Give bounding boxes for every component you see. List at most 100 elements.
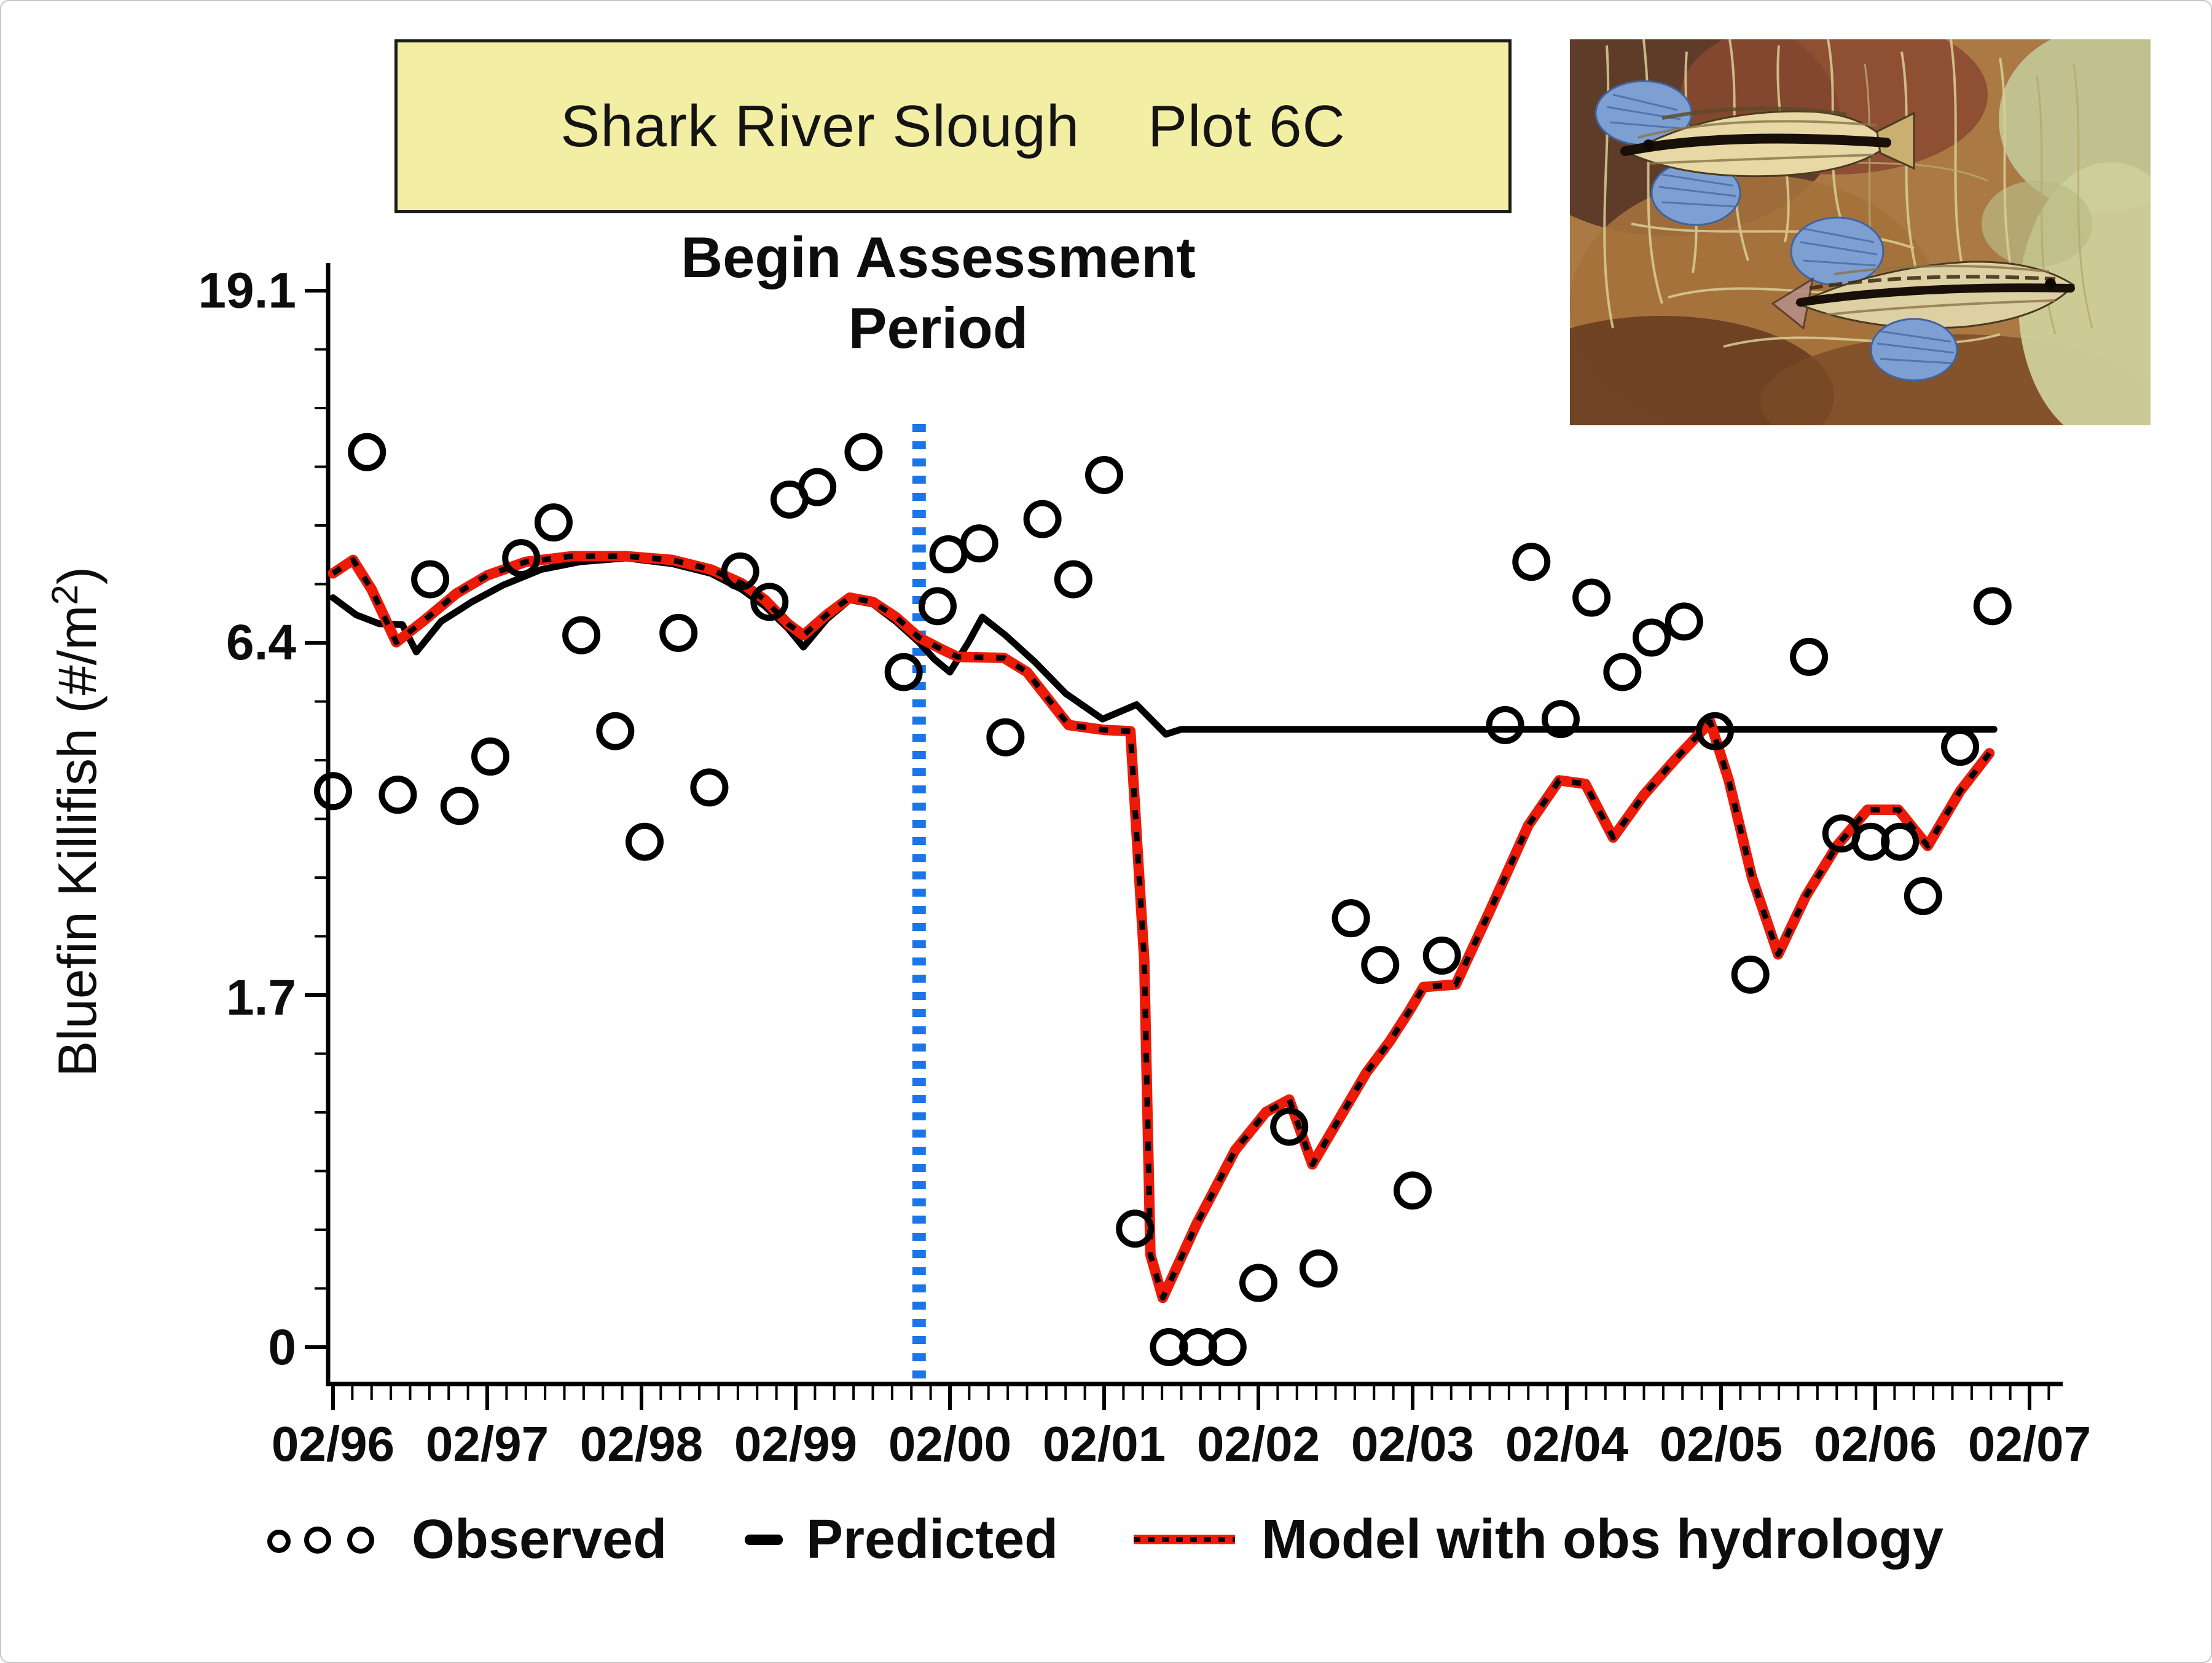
observed-point — [929, 535, 968, 574]
observed-point — [348, 433, 386, 471]
x-tick-label: 02/98 — [580, 1417, 703, 1471]
observed-point — [411, 560, 450, 599]
observed-point — [1941, 728, 1980, 766]
observed-point — [1422, 936, 1461, 975]
blue-fin-bottom-lower — [1870, 318, 1958, 382]
predicted-marker-icon — [745, 1534, 783, 1545]
fish-stripe — [1796, 283, 2075, 307]
observed-point — [1512, 543, 1551, 581]
observed-point — [798, 468, 837, 506]
observed-point — [1486, 706, 1524, 744]
x-tick-label: 02/02 — [1197, 1417, 1320, 1471]
photo-leaf-small — [1982, 181, 2092, 267]
observed-point — [960, 524, 998, 563]
x-tick-label: 02/00 — [888, 1417, 1011, 1471]
assessment-annotation-line2: Period — [848, 295, 1029, 360]
x-tick-label: 02/97 — [426, 1417, 549, 1471]
observed-point — [1361, 946, 1400, 985]
observed-point — [440, 787, 479, 825]
blue-fin-ribs — [1658, 173, 1736, 208]
observed-point — [1665, 602, 1703, 641]
observed-point — [1731, 955, 1770, 994]
observed-point — [1239, 1264, 1277, 1302]
observed-point — [1332, 899, 1370, 938]
observed-point — [1054, 560, 1092, 599]
blue-fin-ribs — [1800, 227, 1878, 267]
fish-back-line — [1834, 264, 2050, 275]
observed-point — [1023, 500, 1062, 538]
x-tick-label: 02/96 — [272, 1417, 394, 1471]
x-tick-label: 02/03 — [1351, 1417, 1474, 1471]
legend-label-predicted: Predicted — [806, 1508, 1059, 1570]
y-tick-label: 1.7 — [226, 970, 296, 1026]
observed-point — [1394, 1171, 1432, 1210]
y-tick-label: 19.1 — [198, 263, 296, 319]
observed-point — [844, 433, 883, 471]
observed-point — [659, 613, 698, 652]
observed-point — [1116, 1209, 1155, 1248]
title-box: Shark River Slough Plot 6C — [394, 39, 1512, 213]
observed-point — [918, 587, 957, 626]
observed-point — [1208, 1328, 1247, 1366]
observed-point — [1790, 637, 1829, 676]
legend-item-model: Model with obs hydrology — [1131, 1506, 1943, 1573]
assessment-annotation: Begin Assessment Period — [681, 222, 1196, 363]
fish-back-line — [1661, 106, 1847, 120]
fish-scale-line — [1815, 299, 2056, 317]
observed-point — [1881, 822, 1920, 861]
y-tick-label: 0 — [268, 1319, 296, 1375]
predicted-line — [329, 554, 1998, 738]
observed-point — [626, 822, 664, 861]
model-line-red — [327, 551, 1995, 1303]
observed-point — [690, 768, 729, 807]
legend-label-model: Model with obs hydrology — [1261, 1508, 1943, 1570]
page-title: Shark River Slough Plot 6C — [560, 93, 1346, 159]
observed-point — [562, 616, 601, 655]
observed-point — [596, 712, 635, 750]
observed-point — [1904, 877, 1942, 916]
observed-marker-icon — [267, 1527, 374, 1554]
fish-eye — [1643, 140, 1654, 151]
observed-point — [502, 539, 541, 578]
observed-point — [1270, 1107, 1309, 1146]
x-tick-label: 02/04 — [1505, 1417, 1629, 1471]
x-tick-label: 02/07 — [1968, 1417, 2091, 1471]
y-tick-label: 6.4 — [226, 615, 296, 670]
observed-point — [378, 776, 417, 814]
observed-point — [314, 772, 352, 811]
x-tick-label: 02/05 — [1660, 1417, 1783, 1471]
observed-point — [1572, 578, 1611, 617]
killifish-photo — [1570, 39, 2151, 425]
legend-item-predicted: Predicted — [745, 1506, 1058, 1573]
observed-point — [1085, 455, 1123, 494]
x-tick-label: 02/01 — [1043, 1417, 1166, 1471]
legend-label-observed: Observed — [412, 1508, 667, 1570]
killifish-bottom — [1771, 216, 2076, 382]
x-tick-label: 02/99 — [734, 1417, 857, 1471]
observed-point — [1973, 587, 2012, 626]
observed-point — [721, 552, 759, 591]
observed-point — [1299, 1249, 1338, 1288]
blue-fin-bottom-upper — [1790, 216, 1885, 286]
model-marker-icon — [1134, 1535, 1235, 1544]
killifish-top — [1594, 80, 1915, 226]
model-line-dash-overlay — [331, 553, 1992, 1301]
observed-point — [750, 583, 789, 621]
observed-point — [986, 718, 1025, 757]
observed-point — [1633, 618, 1671, 657]
assessment-annotation-line1: Begin Assessment — [681, 225, 1196, 289]
legend-item-observed: Observed — [265, 1506, 667, 1573]
blue-fin-ribs — [1877, 330, 1955, 364]
observed-point — [884, 653, 923, 691]
observed-point — [471, 737, 510, 776]
fish-scale-line — [1649, 154, 1875, 165]
fish-stripe-broken — [1809, 275, 2056, 290]
fish-eye — [2045, 278, 2056, 289]
observed-point — [534, 503, 573, 542]
fish-scale-line — [1637, 120, 1878, 139]
observed-point — [1541, 700, 1580, 739]
x-tick-label: 02/06 — [1814, 1417, 1937, 1471]
observed-point — [1695, 712, 1734, 750]
